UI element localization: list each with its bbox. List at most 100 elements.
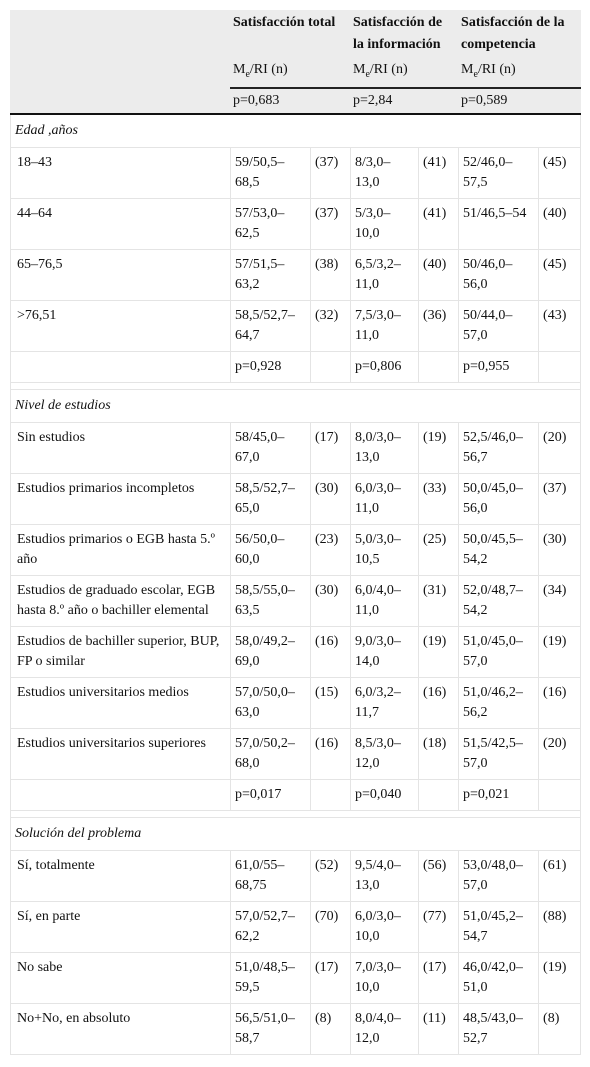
count: (43) (538, 299, 582, 352)
count: (15) (309, 676, 352, 729)
median-range: 6,0/3,0–10,0 (350, 900, 420, 953)
data-row: No sabe 51,0/48,5–59,5 (17) 7,0/3,0–10,0 (17… (10, 951, 582, 1004)
count: (88) (538, 900, 582, 953)
results-table: Satisfacción total Satisfacción de la inf… (9, 10, 582, 1055)
row-label: Estudios primarios incompletos (10, 472, 231, 525)
median-range: 57/51,5–63,2 (230, 248, 311, 301)
count: (11) (418, 1002, 460, 1055)
median-range: 57,0/52,7–62,2 (230, 900, 311, 953)
cell (309, 778, 352, 811)
count: (8) (309, 1002, 352, 1055)
count: (61) (538, 849, 582, 902)
count: (19) (538, 625, 582, 678)
subtitle-subscript: e (245, 68, 250, 80)
cell (9, 381, 582, 390)
median-range: 51/46,5–54 (458, 197, 540, 250)
row-label: Estudios universitarios superiores (10, 727, 231, 780)
count: (25) (418, 523, 460, 576)
median-range: 57,0/50,0–63,0 (230, 676, 311, 729)
median-range: 57,0/50,2–68,0 (230, 727, 311, 780)
median-range: 51,0/45,0–57,0 (458, 625, 540, 678)
count: (45) (538, 146, 582, 199)
cell (309, 350, 352, 383)
count: (16) (309, 625, 352, 678)
median-range: 58,0/49,2–69,0 (230, 625, 311, 678)
cell (10, 778, 231, 811)
p-row: p=0,017 p=0,040 p=0,021 (10, 778, 582, 811)
row-label: No sabe (10, 951, 231, 1004)
row-label: 44–64 (10, 197, 231, 250)
median-range: 6,0/3,0–11,0 (350, 472, 420, 525)
header-cell (418, 87, 460, 115)
count: (41) (418, 146, 460, 199)
count: (17) (309, 951, 352, 1004)
row-label: Sí, en parte (10, 900, 231, 953)
count: (37) (309, 146, 352, 199)
median-range: 56,5/51,0–58,7 (230, 1002, 311, 1055)
cell (538, 778, 582, 811)
header-cell (10, 87, 231, 115)
median-range: 8,5/3,0–12,0 (350, 727, 420, 780)
subtitle-text: /RI (n) (369, 62, 408, 77)
count: (30) (309, 472, 352, 525)
median-range: 51,0/46,2–56,2 (458, 676, 540, 729)
p-value: p=0,683 (230, 87, 311, 115)
count: (34) (538, 574, 582, 627)
median-range: 58/45,0–67,0 (230, 421, 311, 474)
section-title: Edad ,años (9, 113, 582, 148)
data-row: Sin estudios 58/45,0–67,0 (17) 8,0/3,0–13,0… (10, 421, 582, 474)
count: (23) (309, 523, 352, 576)
p-value: p=0,021 (458, 778, 540, 811)
subtitle-text: M (353, 62, 366, 77)
median-range: 6,0/4,0–11,0 (350, 574, 420, 627)
median-range: 8,0/4,0–12,0 (350, 1002, 420, 1055)
subtitle-text: /RI (n) (477, 62, 516, 77)
median-range: 52,0/48,7–54,2 (458, 574, 540, 627)
section-title: Solución del problema (9, 816, 582, 851)
p-row: p=0,928 p=0,806 p=0,955 (10, 350, 582, 383)
median-range: 58,5/52,7–65,0 (230, 472, 311, 525)
median-range: 50/44,0–57,0 (458, 299, 540, 352)
row-label: Estudios de bachiller superior, BUP, FP … (10, 625, 231, 678)
median-range: 51,0/48,5–59,5 (230, 951, 311, 1004)
spacer-row (9, 381, 582, 390)
data-row: Estudios de bachiller superior, BUP, FP … (10, 625, 582, 678)
data-row: 18–43 59/50,5–68,5 (37) 8/3,0–13,0 (41) 52/46… (10, 146, 582, 199)
row-label: Estudios primarios o EGB hasta 5.º año (10, 523, 231, 576)
median-range: 8,0/3,0–13,0 (350, 421, 420, 474)
median-range: 58,5/55,0–63,5 (230, 574, 311, 627)
count: (20) (538, 727, 582, 780)
data-row: >76,51 58,5/52,7–64,7 (32) 7,5/3,0–11,0 (36)… (10, 299, 582, 352)
data-row: Sí, en parte 57,0/52,7–62,2 (70) 6,0/3,0–10… (10, 900, 582, 953)
median-range: 51,5/42,5–57,0 (458, 727, 540, 780)
row-label: Sí, totalmente (10, 849, 231, 902)
count: (41) (418, 197, 460, 250)
count: (37) (309, 197, 352, 250)
count: (19) (418, 625, 460, 678)
median-range: 61,0/55–68,75 (230, 849, 311, 902)
count: (70) (309, 900, 352, 953)
data-row: Estudios universitarios superiores 57,0/5… (10, 727, 582, 780)
median-range: 57/53,0–62,5 (230, 197, 311, 250)
median-range: 7,5/3,0–11,0 (350, 299, 420, 352)
header-cell (10, 10, 231, 58)
median-range: 51,0/45,2–54,7 (458, 900, 540, 953)
header-row: Satisfacción total Satisfacción de la inf… (10, 10, 582, 58)
subtitle-subscript: e (473, 68, 478, 80)
cell (10, 350, 231, 383)
count: (19) (418, 421, 460, 474)
count: (77) (418, 900, 460, 953)
header-row: Me/RI (n) Me/RI (n) Me/RI (n) (10, 56, 582, 89)
header-cell (10, 56, 231, 89)
count: (17) (418, 951, 460, 1004)
median-range: 50/46,0–56,0 (458, 248, 540, 301)
data-row: Estudios primarios incompletos 58,5/52,7–… (10, 472, 582, 525)
spacer-row (9, 809, 582, 818)
subtitle-text: M (461, 62, 474, 77)
median-range: 6,5/3,2–11,0 (350, 248, 420, 301)
count: (52) (309, 849, 352, 902)
p-value: p=0,017 (230, 778, 311, 811)
median-range: 6,0/3,2–11,7 (350, 676, 420, 729)
row-label: No+No, en absoluto (10, 1002, 231, 1055)
